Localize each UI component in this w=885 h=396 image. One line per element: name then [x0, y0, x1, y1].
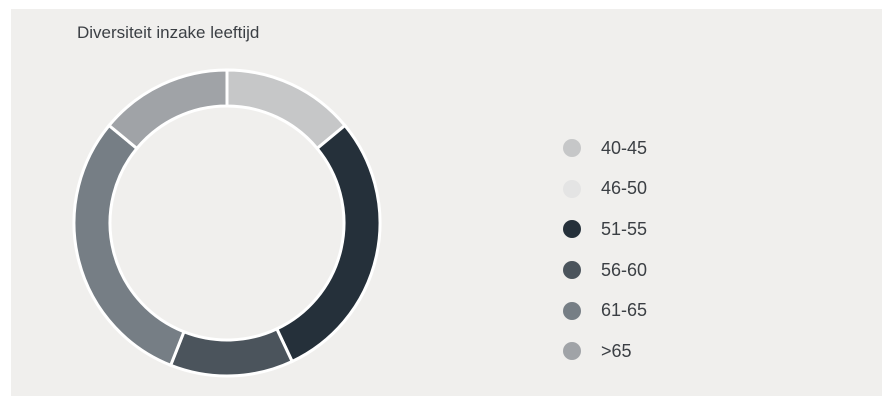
legend-swatch-icon — [563, 342, 581, 361]
chart-card: Diversiteit inzake leeftijd 40-45 46-50 … — [11, 9, 882, 396]
legend-label: 46-50 — [601, 178, 648, 199]
legend-swatch-icon — [563, 220, 581, 239]
legend-item[interactable]: 56-60 — [563, 250, 647, 291]
legend-swatch-icon — [563, 301, 581, 320]
legend-item[interactable]: >65 — [563, 331, 647, 372]
legend-label: 56-60 — [601, 259, 648, 280]
legend-item[interactable]: 40-45 — [563, 128, 647, 169]
donut-slice-51-55[interactable] — [274, 123, 382, 364]
donut-chart — [72, 68, 382, 378]
legend-label: 40-45 — [601, 137, 648, 158]
legend-label: >65 — [601, 340, 632, 361]
legend-swatch-icon — [563, 261, 581, 280]
donut-slice->65[interactable] — [106, 68, 229, 151]
legend-swatch-icon — [563, 139, 581, 158]
legend-item[interactable]: 51-55 — [563, 209, 647, 250]
legend-label: 51-55 — [601, 218, 648, 239]
legend-item[interactable]: 46-50 — [563, 169, 647, 210]
donut-slice-56-60[interactable] — [168, 326, 295, 378]
chart-title: Diversiteit inzake leeftijd — [77, 23, 260, 42]
legend-swatch-icon — [563, 179, 581, 198]
donut-slice-61-65[interactable] — [72, 123, 186, 368]
donut-slice-40-45[interactable] — [225, 68, 348, 151]
chart-legend: 40-45 46-50 51-55 56-60 61-65 >65 — [563, 128, 647, 372]
legend-label: 61-65 — [601, 300, 648, 321]
legend-item[interactable]: 61-65 — [563, 290, 647, 331]
